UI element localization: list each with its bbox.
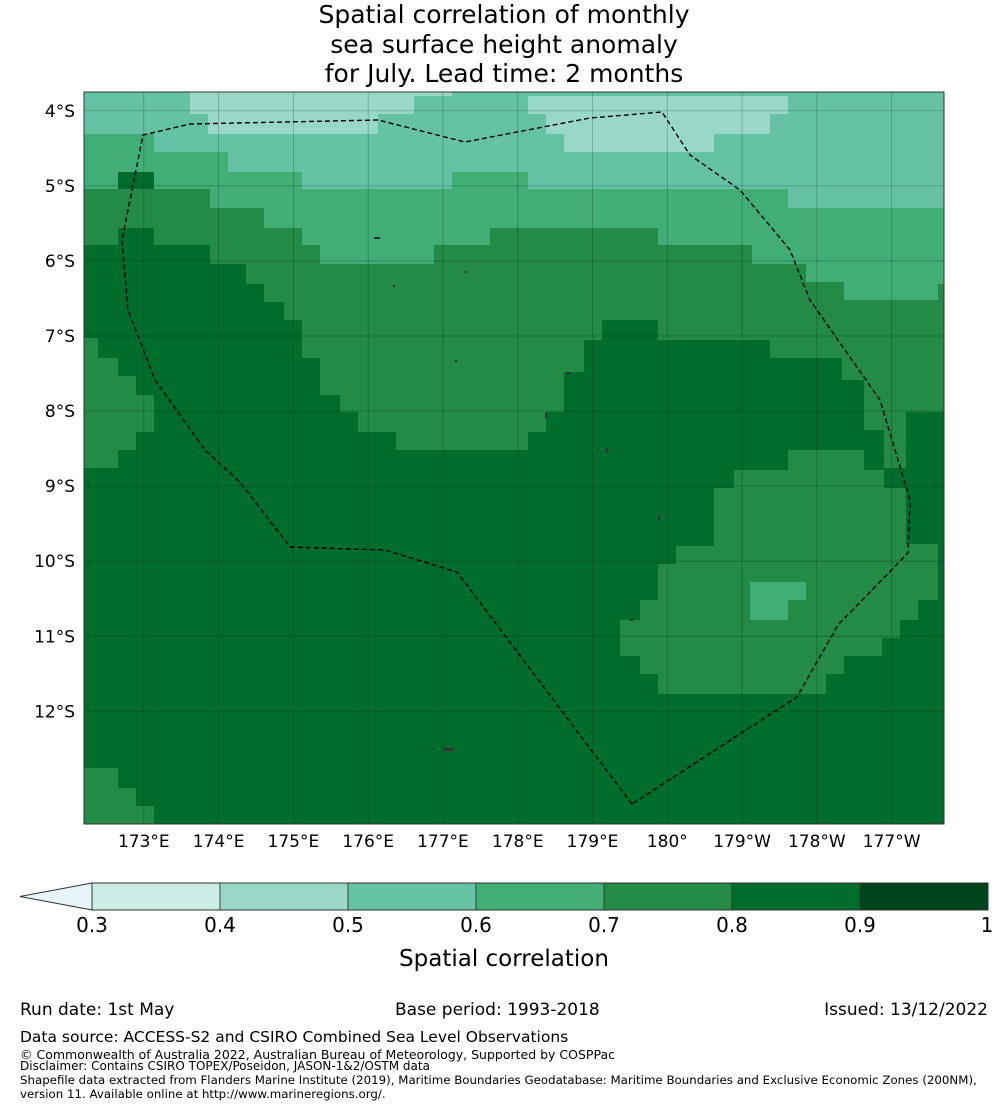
shapefile-credit-line-2: version 11. Available online at http://w… (20, 1087, 386, 1101)
correlation-region (750, 582, 806, 620)
title-line-3: for July. Lead time: 2 months (324, 59, 684, 88)
longitude-label: 174°E (193, 832, 245, 852)
island (374, 237, 380, 239)
longitude-label: 179°W (713, 832, 771, 852)
colorbar-segment (219, 882, 349, 911)
colorbar-segment (91, 882, 221, 911)
title-line-1: Spatial correlation of monthly (318, 0, 690, 29)
longitude-label: 175°E (268, 832, 320, 852)
longitude-label: 180° (647, 832, 688, 852)
correlation-region (190, 92, 452, 134)
colorbar-tick-label: 0.3 (76, 913, 108, 937)
colorbar-segment (347, 882, 477, 911)
run-date: Run date: 1st May (20, 1000, 175, 1020)
island (393, 285, 395, 287)
latitude-label: 4°S (45, 102, 75, 122)
correlation-region (620, 450, 938, 694)
shapefile-credit-line-1: Shapefile data extracted from Flanders M… (20, 1073, 977, 1087)
colorbar-segment (731, 882, 861, 911)
longitude-label: 176°E (342, 832, 394, 852)
longitude-label: 179°E (567, 832, 619, 852)
latitude-label: 10°S (34, 552, 75, 572)
correlation-field (84, 92, 944, 824)
colorbar-frame (91, 882, 989, 911)
colorbar-ticks: 0.3 0.4 0.5 0.6 0.7 0.8 0.9 1 (76, 913, 993, 937)
colorbar-tick-label: 1 (981, 913, 994, 937)
islands (374, 237, 660, 751)
latitude-label: 8°S (45, 402, 75, 422)
longitude-label: 173°E (118, 832, 170, 852)
colorbar-tick-label: 0.7 (588, 913, 620, 937)
correlation-region (84, 768, 154, 824)
correlation-region (528, 96, 788, 152)
colorbar-tick-label: 0.9 (844, 913, 876, 937)
map-frame (83, 91, 945, 825)
correlation-region (84, 189, 944, 468)
longitude-label: 177°W (863, 832, 921, 852)
colorbar-segment (475, 882, 605, 911)
title-line-2: sea surface height anomaly (330, 29, 678, 59)
island (455, 360, 457, 362)
island (630, 619, 633, 621)
island (567, 372, 570, 375)
base-period: Base period: 1993-2018 (395, 1000, 600, 1020)
colorbar-tick-label: 0.5 (332, 913, 364, 937)
correlation-region (84, 338, 154, 468)
island (545, 413, 547, 418)
colorbar-segment (859, 882, 989, 911)
copyright: © Commonwealth of Australia 2022, Austra… (20, 1047, 615, 1062)
latitude-label: 9°S (45, 477, 75, 497)
latitude-label: 12°S (34, 702, 75, 722)
colorbar (91, 882, 989, 911)
longitude-label: 177°E (417, 832, 469, 852)
colorbar-tick-label: 0.8 (716, 913, 748, 937)
colorbar-tick-label: 0.6 (460, 913, 492, 937)
colorbar-title: Spatial correlation (399, 946, 609, 972)
island (444, 748, 454, 751)
island (465, 271, 467, 273)
map-title: Spatial correlation of monthly sea surfa… (254, 0, 754, 89)
graticule (84, 92, 944, 824)
data-source: Data source: ACCESS-S2 and CSIRO Combine… (20, 1028, 569, 1046)
colorbar-extend-triangle (19, 882, 93, 911)
disclaimer: Disclaimer: Contains CSIRO TOPEX/Poseido… (20, 1059, 430, 1073)
island (606, 448, 608, 453)
latitude-label: 11°S (34, 627, 75, 647)
colorbar-tick-label: 0.4 (204, 913, 236, 937)
issued-date: Issued: 13/12/2022 (824, 1000, 988, 1020)
latitude-label: 7°S (45, 327, 75, 347)
island (658, 516, 660, 520)
latitude-labels: 4°S 5°S 6°S 7°S 8°S 9°S 10°S 11°S 12°S (34, 102, 75, 723)
latitude-label: 6°S (45, 252, 75, 272)
longitude-label: 178°E (492, 832, 544, 852)
longitude-labels: 173°E 174°E 175°E 176°E 177°E 178°E 179°E 180° 1… (118, 832, 921, 852)
latitude-label: 5°S (45, 177, 75, 197)
colorbar-segment (603, 882, 733, 911)
longitude-label: 178°W (788, 832, 846, 852)
